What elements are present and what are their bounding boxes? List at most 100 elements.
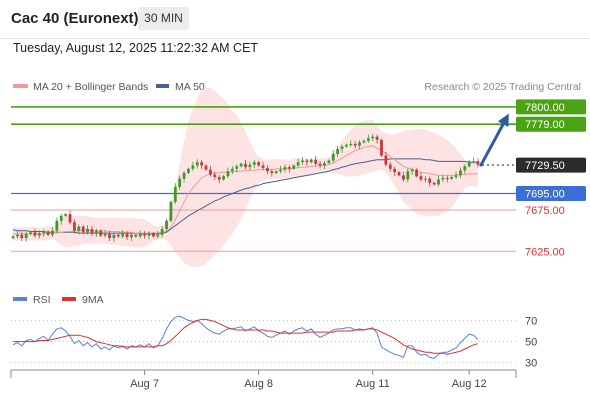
candle-body	[59, 215, 63, 221]
candle-body	[441, 177, 445, 180]
candle-body	[344, 144, 348, 147]
ma50-line	[12, 158, 478, 235]
level-labels: 7800.00 7779.00 7729.50 7695.00 7675.00 7625.…	[516, 99, 586, 258]
candle-body	[156, 234, 160, 237]
ma20-line	[13, 145, 478, 235]
rsi-legend-swatch	[13, 297, 27, 301]
candle-body	[423, 178, 427, 180]
candle-body	[165, 220, 168, 229]
candle-body	[239, 163, 243, 167]
level-label-box-1	[516, 116, 586, 132]
x-tick-label-0: Aug 7	[130, 378, 159, 390]
candle-body	[178, 178, 182, 187]
candle-body	[235, 166, 239, 169]
candle-body	[160, 229, 164, 235]
level-label-1: 7779.00	[525, 119, 565, 131]
forecast-arrow-head	[497, 113, 509, 128]
rsi-ma-legend-swatch	[62, 297, 76, 301]
candle-body	[222, 176, 225, 180]
candle-body	[226, 171, 230, 177]
candle-body	[402, 175, 405, 180]
candle-body	[99, 230, 103, 236]
candle-body	[116, 234, 120, 237]
candle-body	[94, 230, 98, 234]
rsi-tick-label-0: 70	[525, 315, 537, 327]
candle-body	[318, 163, 322, 166]
candle-body	[292, 165, 296, 169]
candle-body	[112, 234, 116, 239]
candle-body	[33, 232, 37, 236]
candle-body	[15, 234, 19, 237]
candle-body	[134, 234, 138, 237]
candle-body	[388, 164, 392, 169]
rsi-line	[12, 315, 479, 360]
moving-averages	[12, 145, 478, 235]
candle-body	[257, 162, 261, 166]
level-label-4: 7675.00	[525, 205, 565, 217]
rsi-legend: RSI 9MA	[13, 294, 104, 306]
candle-body	[173, 186, 177, 202]
level-label-0: 7800.00	[525, 102, 565, 114]
candle-body	[151, 233, 155, 237]
candle-body	[187, 168, 190, 173]
rsi-legend-label: RSI	[33, 294, 51, 306]
candle-body	[200, 162, 204, 166]
candle-body	[419, 176, 423, 180]
candle-body	[314, 159, 318, 164]
candle-body	[450, 177, 454, 179]
rsi-tick-label-1: 50	[525, 337, 537, 349]
candle-body	[138, 233, 142, 237]
price-levels	[11, 106, 516, 252]
candle-body	[340, 146, 344, 149]
candle-body	[73, 222, 76, 231]
candle-body	[432, 182, 436, 185]
candle-body	[182, 172, 186, 179]
candle-body	[353, 144, 357, 146]
candle-body	[46, 231, 50, 235]
candle-body	[331, 153, 335, 161]
level-label-5: 7625.00	[525, 246, 565, 258]
candle-body	[323, 163, 326, 166]
candle-body	[20, 234, 24, 239]
forecast-arrow-shaft	[479, 117, 508, 167]
candle-body	[309, 159, 313, 163]
bollinger-band	[13, 87, 478, 268]
candle-body	[261, 165, 265, 168]
level-label-box-3	[516, 186, 586, 202]
candle-body	[51, 230, 54, 235]
candle-body	[410, 169, 414, 172]
level-label-box-0	[516, 99, 586, 115]
candle-body	[472, 161, 476, 163]
candle-body	[327, 160, 331, 163]
datetime-label: Tuesday, August 12, 2025 11:22:32 AM CET	[13, 41, 259, 55]
candle-body	[169, 201, 173, 221]
candle-body	[77, 226, 81, 231]
forecast-arrow	[479, 113, 509, 167]
timeframe-button[interactable]: 30 MIN	[138, 7, 189, 30]
candle-body	[301, 160, 304, 163]
candle-body	[371, 136, 375, 139]
ma50-legend-swatch	[156, 84, 169, 88]
ma50-legend-label: MA 50	[175, 81, 205, 93]
candle-body	[204, 165, 208, 170]
candle-body	[55, 220, 59, 231]
rsi-ma-legend-label: 9MA	[82, 294, 104, 306]
candle-body	[209, 169, 212, 175]
candle-body	[463, 166, 467, 171]
candle-body	[252, 162, 256, 165]
candle-body	[195, 162, 199, 166]
candles	[11, 133, 480, 242]
candle-body	[125, 233, 129, 238]
candle-body	[217, 177, 221, 180]
candle-body	[287, 167, 291, 169]
candle-body	[248, 164, 252, 168]
candle-body	[445, 177, 449, 179]
candle-body	[437, 179, 440, 185]
candle-body	[476, 161, 480, 165]
level-label-box-2	[516, 157, 586, 173]
main-legend: MA 20 + Bollinger Bands MA 50 Research ©…	[13, 81, 581, 93]
x-tick-label-3: Aug 12	[452, 378, 487, 390]
candle-body	[380, 139, 383, 156]
candle-body	[415, 169, 418, 177]
candle-body	[296, 162, 300, 166]
